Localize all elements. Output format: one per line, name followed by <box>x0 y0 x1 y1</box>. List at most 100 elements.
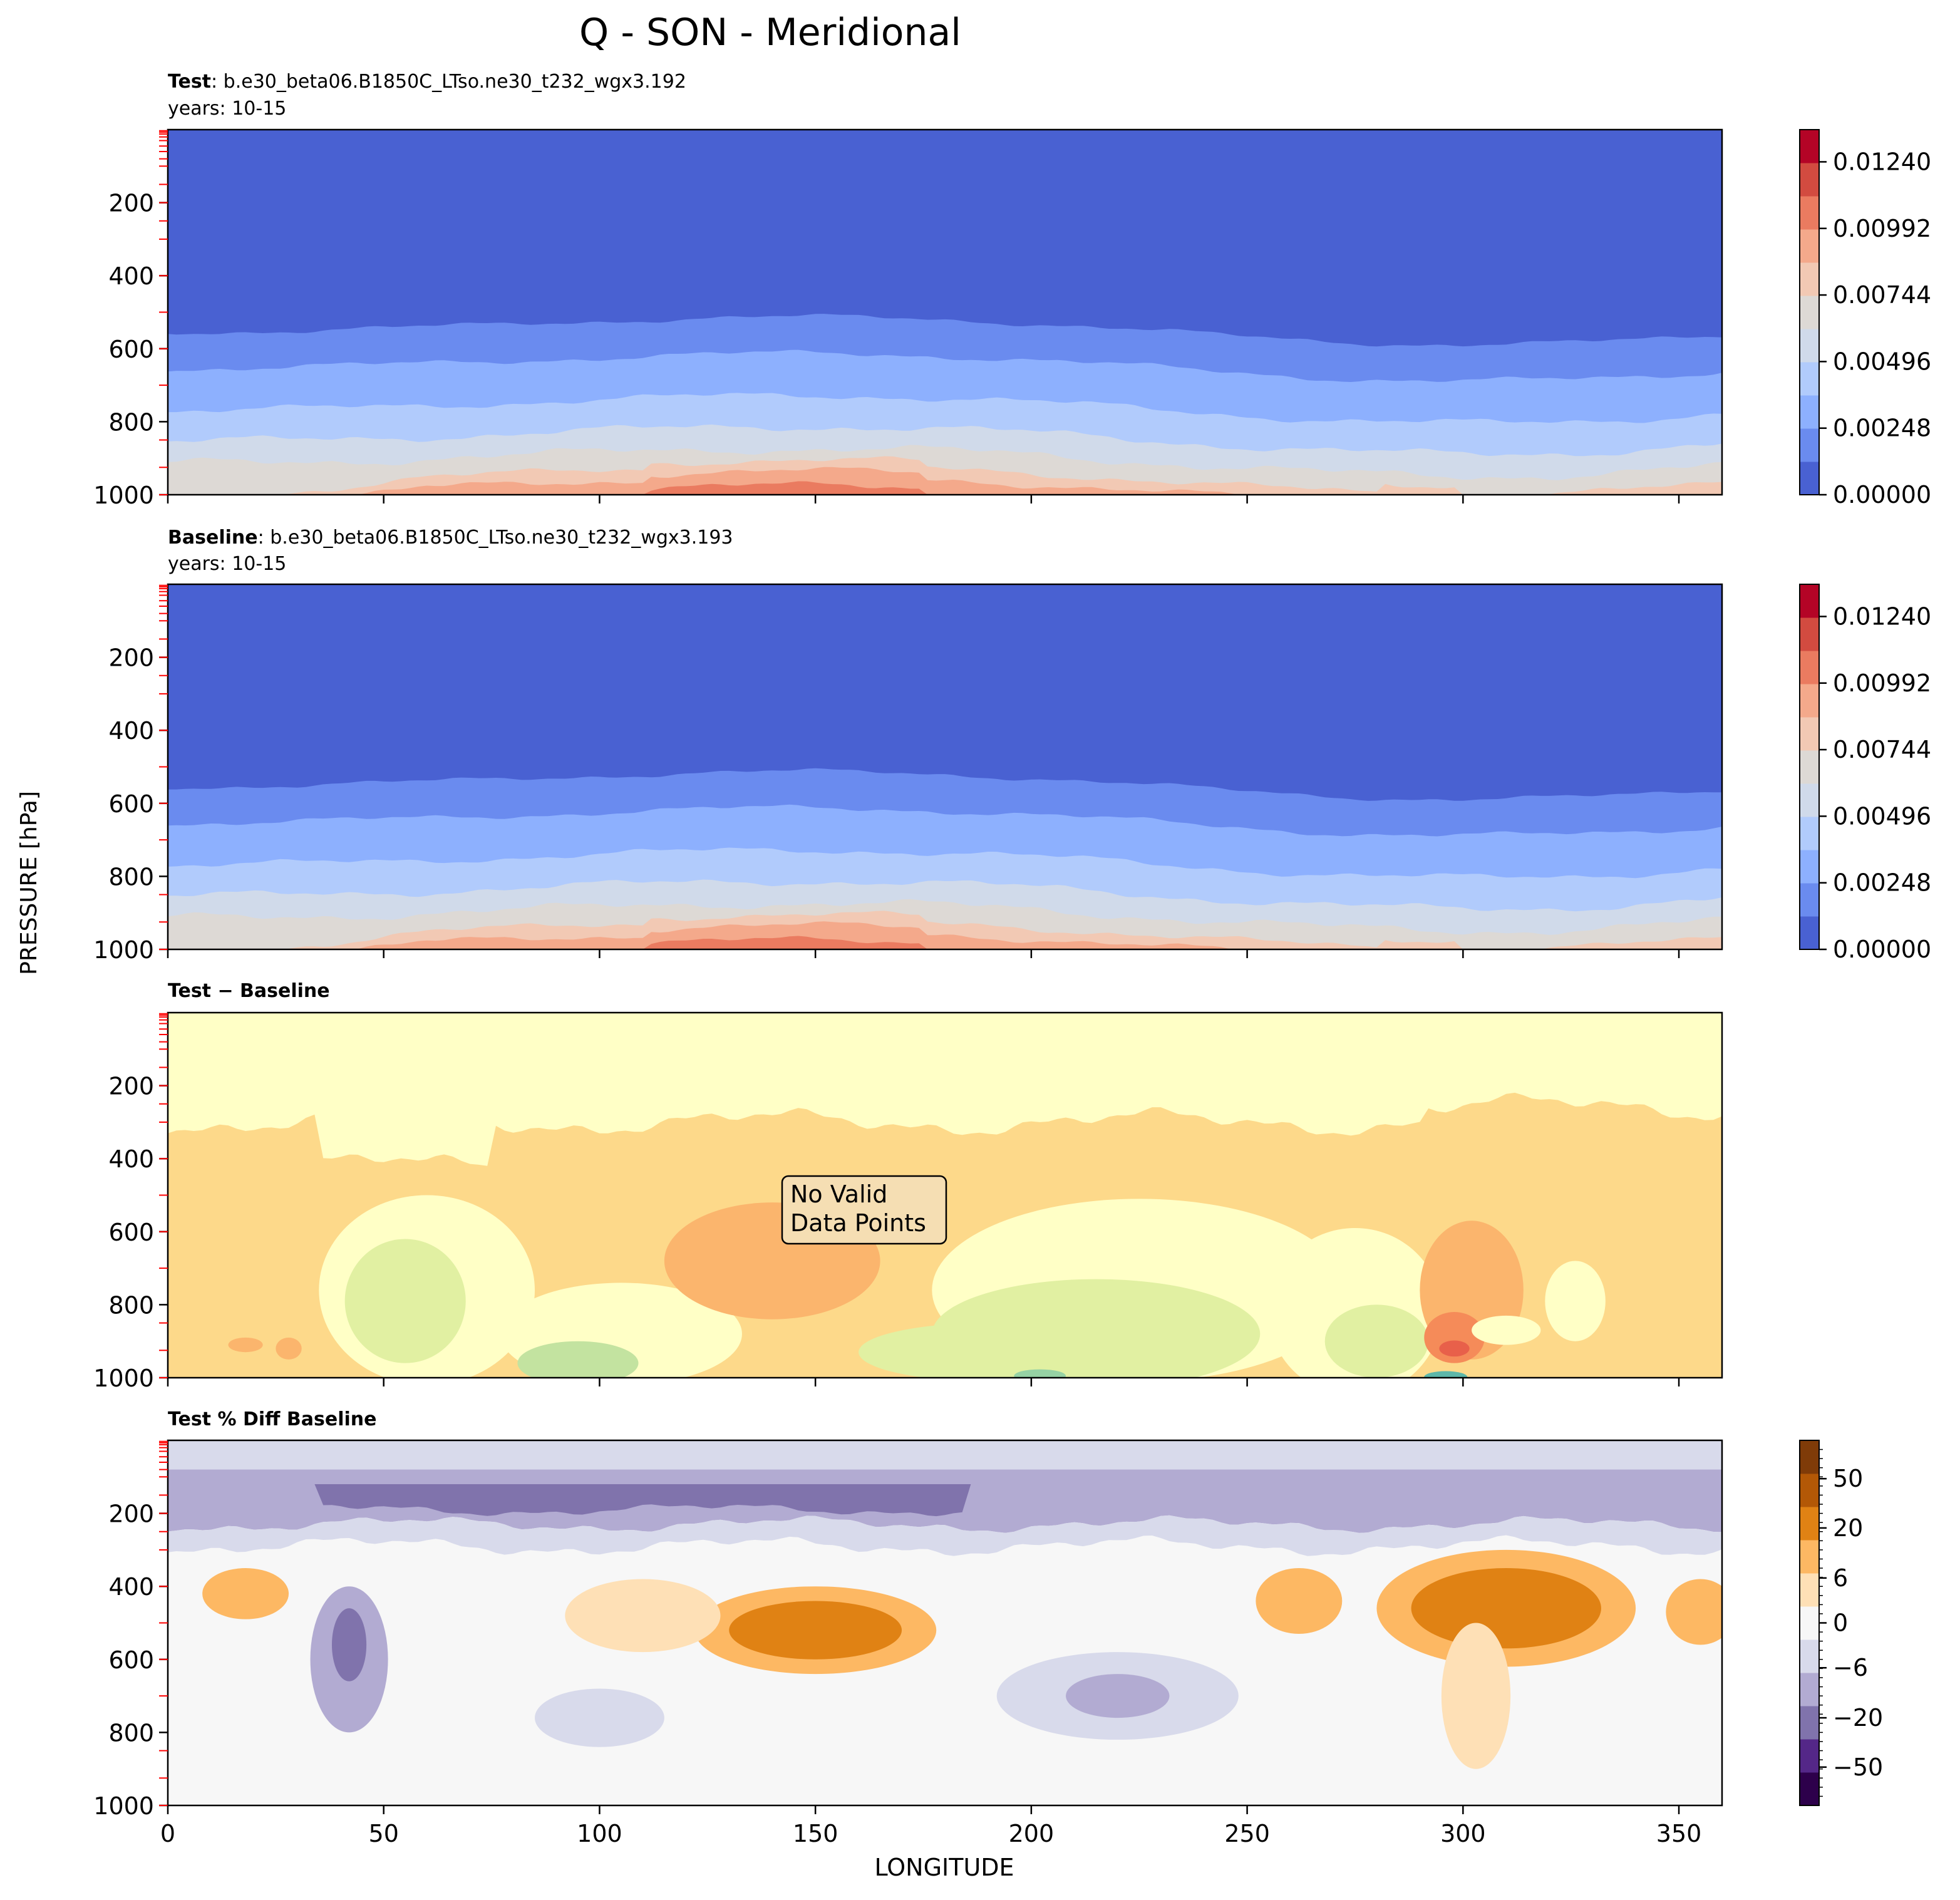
colorbar-segment <box>1800 329 1819 363</box>
colorbar-segment <box>1800 428 1819 462</box>
panel-baseline-title: Baseline: b.e30_beta06.B1850C_LTso.ne30_… <box>168 527 733 549</box>
colorbar-segment <box>1800 1507 1819 1541</box>
q-level-7 <box>168 921 1722 949</box>
colorbar-tick-label: 0.01240 <box>1833 602 1931 630</box>
colorbar-segment <box>1800 584 1819 618</box>
y-tick-label: 800 <box>108 408 154 436</box>
annotation-line-1: No Valid <box>790 1180 887 1208</box>
colorbar-segment <box>1800 1540 1819 1574</box>
pct-orange-h <box>1666 1579 1722 1645</box>
diff-light-f <box>1472 1315 1541 1345</box>
q-level-7 <box>168 467 1722 495</box>
pct-orange-g <box>1256 1568 1343 1634</box>
y-axis-label: PRESSURE [hPa] <box>16 791 42 975</box>
panel-baseline-field <box>168 584 1722 949</box>
y-tick-label: 600 <box>108 790 154 818</box>
y-tick-label: 200 <box>108 1073 154 1100</box>
y-tick-label: 800 <box>108 1719 154 1747</box>
diff-green-f <box>1014 1369 1066 1378</box>
colorbar-segment <box>1800 684 1819 718</box>
x-tick-label: 350 <box>1656 1820 1702 1847</box>
colorbar-tick-label: −20 <box>1833 1704 1883 1732</box>
colorbar-tick-label: 0.00496 <box>1833 802 1931 830</box>
diff-green-d <box>1324 1304 1429 1378</box>
colorbar-segment <box>1800 362 1819 396</box>
annotation-box <box>781 1175 947 1245</box>
colorbar-segment <box>1800 1739 1819 1773</box>
panel-baseline-colorbar: 0.00000 0.00248 0.00496 0.00744 0.00992 0.012… <box>1799 584 1931 963</box>
colorbar-segment <box>1800 1573 1819 1607</box>
panel-test-colorbar: 0.00000 0.00248 0.00496 0.00744 0.00992 0.012… <box>1799 129 1931 509</box>
colorbar-tick-label: 50 <box>1833 1465 1863 1492</box>
colorbar-segment <box>1800 163 1819 197</box>
colorbar-tick-label: −50 <box>1833 1753 1883 1781</box>
colorbar-segment <box>1800 1440 1819 1474</box>
x-tick-label: 150 <box>793 1820 838 1847</box>
panel-pctdiff-title: Test % Diff Baseline <box>168 1408 377 1430</box>
y-tick-label: 200 <box>108 644 154 672</box>
pct-orange-i <box>1441 1623 1511 1769</box>
colorbar-tick-label: 0.00000 <box>1833 481 1931 509</box>
panel-test-subtitle: years: 10-15 <box>168 98 286 120</box>
panel-test-field <box>168 130 1722 495</box>
colorbar-segment <box>1800 1474 1819 1507</box>
colorbar-frame <box>1799 129 1820 495</box>
diff-red-b <box>1439 1340 1470 1357</box>
colorbar-segment <box>1800 617 1819 651</box>
colorbar-segment <box>1800 1673 1819 1706</box>
no-valid-data-annotation: No Valid Data Points <box>781 1175 947 1245</box>
y-tick-label: 600 <box>108 336 154 363</box>
y-tick-label: 1000 <box>93 936 154 964</box>
colorbar-segment <box>1800 1606 1819 1640</box>
x-tick-label: 200 <box>1009 1820 1055 1847</box>
colorbar-segment <box>1800 462 1819 495</box>
colorbar-segment <box>1800 196 1819 230</box>
colorbar-segment <box>1800 1639 1819 1673</box>
pct-orange-d <box>1411 1568 1601 1649</box>
y-tick-label: 600 <box>108 1646 154 1674</box>
diff-red-a <box>1424 1312 1485 1363</box>
y-tick-label: 1000 <box>93 1365 154 1392</box>
colorbar-tick-label: 0.00248 <box>1833 415 1931 442</box>
colorbar-segment <box>1800 1706 1819 1740</box>
pct-purple-d <box>1066 1674 1170 1718</box>
diff-green-e <box>517 1341 639 1378</box>
colorbar-tick-label: 0.00496 <box>1833 348 1931 375</box>
panel-baseline-axes: 200 400 600 800 1000 <box>93 584 1680 964</box>
colorbar-segment <box>1800 750 1819 784</box>
panel-test-axes: 200 400 600 800 1000 <box>93 130 1680 509</box>
colorbar-segment <box>1800 916 1819 950</box>
y-tick-label: 400 <box>108 1145 154 1173</box>
colorbar-segment <box>1800 130 1819 163</box>
pct-upper-core <box>168 1484 1722 1517</box>
y-tick-label: 800 <box>108 1291 154 1319</box>
colorbar-tick-label: 0.00744 <box>1833 281 1931 309</box>
diff-green-c <box>859 1323 1118 1378</box>
pct-purple-b <box>331 1608 367 1681</box>
colorbar-segment <box>1800 717 1819 751</box>
colorbar-segment <box>1800 1772 1819 1806</box>
pct-transition <box>168 1515 1722 1556</box>
colorbar-segment <box>1800 883 1819 917</box>
y-tick-label: 800 <box>108 863 154 891</box>
colorbar-segment <box>1800 395 1819 429</box>
y-tick-label: 600 <box>108 1219 154 1246</box>
panel-diff: Test − Baseline 200 400 600 800 1000 No Vali… <box>93 980 1723 1392</box>
colorbar-segment <box>1800 817 1819 850</box>
colorbar-tick-label: 0 <box>1833 1609 1848 1637</box>
x-tick-label: 100 <box>577 1820 622 1847</box>
y-tick-label: 400 <box>108 262 154 290</box>
x-tick-label: 250 <box>1224 1820 1270 1847</box>
diff-light-e <box>1545 1261 1606 1341</box>
colorbar-segment <box>1800 296 1819 329</box>
panel-test: Test: b.e30_beta06.B1850C_LTso.ne30_t232… <box>93 71 1931 509</box>
colorbar-frame <box>1799 584 1820 950</box>
pct-purple-e <box>535 1688 664 1747</box>
panel-baseline-subtitle: years: 10-15 <box>168 553 286 575</box>
panel-pctdiff-colorbar: 50 20 6 0 −6 −20 −50 <box>1799 1440 1883 1806</box>
colorbar-tick-label: 6 <box>1833 1564 1848 1592</box>
colorbar-segment <box>1800 651 1819 684</box>
